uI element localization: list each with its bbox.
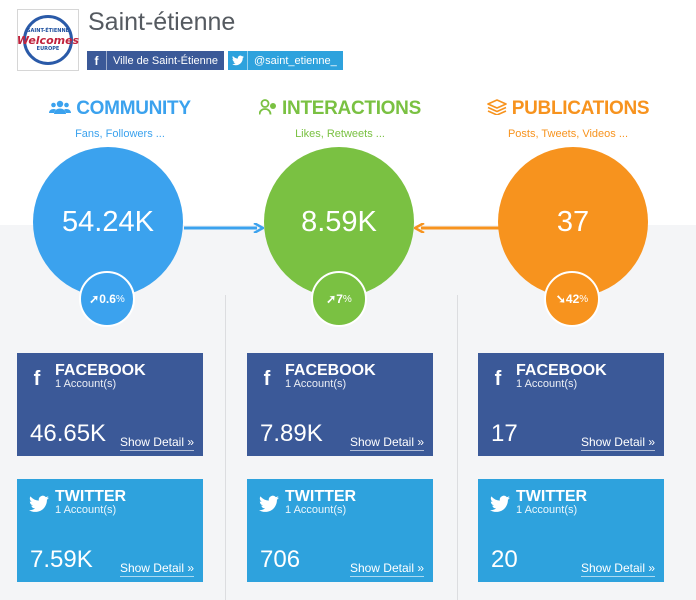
- stack-icon: [486, 98, 507, 120]
- logo-text-middle: Welcomes: [16, 33, 80, 47]
- show-detail-link[interactable]: Show Detail »: [119, 435, 194, 451]
- publications-header: PUBLICATIONS Posts, Tweets, Videos ...: [468, 98, 668, 140]
- publications-subtitle: Posts, Tweets, Videos ...: [507, 128, 629, 140]
- twitter-page-link[interactable]: @saint_etienne_: [228, 51, 343, 70]
- card-network-name: TWITTER: [285, 488, 357, 505]
- publications-total: 37: [556, 205, 590, 238]
- interactions-facebook-card: f FACEBOOK 1 Account(s) 7.89K Show Detai…: [247, 353, 433, 456]
- publications-twitter-card: TWITTER 1 Account(s) 20 Show Detail »: [478, 479, 664, 582]
- trend-down-icon: ➘: [555, 292, 566, 306]
- interactions-header: INTERACTIONS Likes, Retweets ...: [240, 98, 440, 140]
- community-trend-value: 0.6: [99, 292, 116, 306]
- interactions-subtitle: Likes, Retweets ...: [295, 128, 385, 140]
- facebook-icon: f: [33, 368, 41, 390]
- column-divider: [457, 295, 458, 600]
- card-network-name: TWITTER: [55, 488, 127, 505]
- card-value: 7.59K: [30, 546, 93, 573]
- show-detail-link[interactable]: Show Detail »: [349, 435, 424, 451]
- twitter-icon: [490, 494, 510, 520]
- card-value: 706: [260, 546, 301, 573]
- show-detail-link[interactable]: Show Detail »: [580, 561, 655, 577]
- community-title-row: COMMUNITY: [20, 98, 220, 120]
- user-interaction-icon: [258, 98, 277, 120]
- facebook-page-link[interactable]: f Ville de Saint-Étienne: [87, 51, 224, 70]
- arrow-right-icon: [184, 223, 264, 233]
- card-network-name: FACEBOOK: [55, 362, 146, 379]
- interactions-total-circle: 8.59K: [264, 147, 414, 297]
- twitter-icon: [259, 494, 279, 520]
- community-title: COMMUNITY: [76, 98, 191, 119]
- community-trend-unit: %: [115, 293, 125, 305]
- column-divider: [225, 295, 226, 600]
- interactions-title: INTERACTIONS: [282, 98, 421, 119]
- publications-title-row: PUBLICATIONS: [468, 98, 668, 120]
- card-value: 7.89K: [260, 420, 323, 447]
- interactions-trend-badge: ➚ 7%: [311, 271, 367, 327]
- interactions-trend-unit: %: [342, 293, 352, 305]
- interactions-trend-value: 7: [336, 292, 343, 306]
- publications-title: PUBLICATIONS: [511, 98, 650, 119]
- community-trend-badge: ➚ 0.6%: [79, 271, 135, 327]
- interactions-title-row: INTERACTIONS: [240, 98, 440, 120]
- card-accounts: 1 Account(s): [55, 378, 117, 390]
- logo-badge: SAINT-ÉTIENNE Welcomes EUROPE: [17, 15, 79, 65]
- card-accounts: 1 Account(s): [55, 504, 117, 516]
- twitter-icon: [29, 494, 49, 520]
- card-accounts: 1 Account(s): [516, 378, 578, 390]
- card-network-name: FACEBOOK: [516, 362, 607, 379]
- community-subtitle: Fans, Followers ...: [75, 128, 165, 140]
- community-facebook-card: f FACEBOOK 1 Account(s) 46.65K Show Deta…: [17, 353, 203, 456]
- trend-up-icon: ➚: [89, 292, 100, 306]
- community-total: 54.24K: [62, 205, 154, 238]
- card-value: 20: [491, 546, 518, 573]
- card-accounts: 1 Account(s): [285, 378, 347, 390]
- publications-facebook-card: f FACEBOOK 1 Account(s) 17 Show Detail »: [478, 353, 664, 456]
- page-title: Saint-étienne: [88, 8, 236, 36]
- twitter-icon: [228, 51, 248, 70]
- facebook-icon: f: [263, 368, 271, 390]
- card-network-name: TWITTER: [516, 488, 588, 505]
- show-detail-link[interactable]: Show Detail »: [349, 561, 424, 577]
- logo: SAINT-ÉTIENNE Welcomes EUROPE: [17, 9, 79, 71]
- logo-text-bottom: EUROPE: [36, 45, 60, 52]
- publications-trend-unit: %: [579, 293, 589, 305]
- interactions-total: 8.59K: [301, 205, 377, 238]
- interactions-twitter-card: TWITTER 1 Account(s) 706 Show Detail »: [247, 479, 433, 582]
- publications-trend-badge: ➘ 42%: [544, 271, 600, 327]
- facebook-icon: f: [87, 51, 107, 70]
- card-accounts: 1 Account(s): [285, 504, 347, 516]
- arrow-left-icon: [414, 223, 500, 233]
- publications-trend-value: 42: [565, 292, 580, 306]
- trend-up-icon: ➚: [326, 292, 337, 306]
- card-value: 17: [491, 420, 518, 447]
- facebook-icon: f: [494, 368, 502, 390]
- community-twitter-card: TWITTER 1 Account(s) 7.59K Show Detail »: [17, 479, 203, 582]
- facebook-page-label: Ville de Saint-Étienne: [113, 54, 218, 67]
- card-value: 46.65K: [30, 420, 107, 447]
- logo-text-top: SAINT-ÉTIENNE: [26, 27, 70, 34]
- show-detail-link[interactable]: Show Detail »: [580, 435, 655, 451]
- card-accounts: 1 Account(s): [516, 504, 578, 516]
- show-detail-link[interactable]: Show Detail »: [119, 561, 194, 577]
- community-header: COMMUNITY Fans, Followers ...: [20, 98, 220, 140]
- card-network-name: FACEBOOK: [285, 362, 376, 379]
- twitter-page-label: @saint_etienne_: [254, 54, 337, 67]
- users-icon: [49, 100, 72, 119]
